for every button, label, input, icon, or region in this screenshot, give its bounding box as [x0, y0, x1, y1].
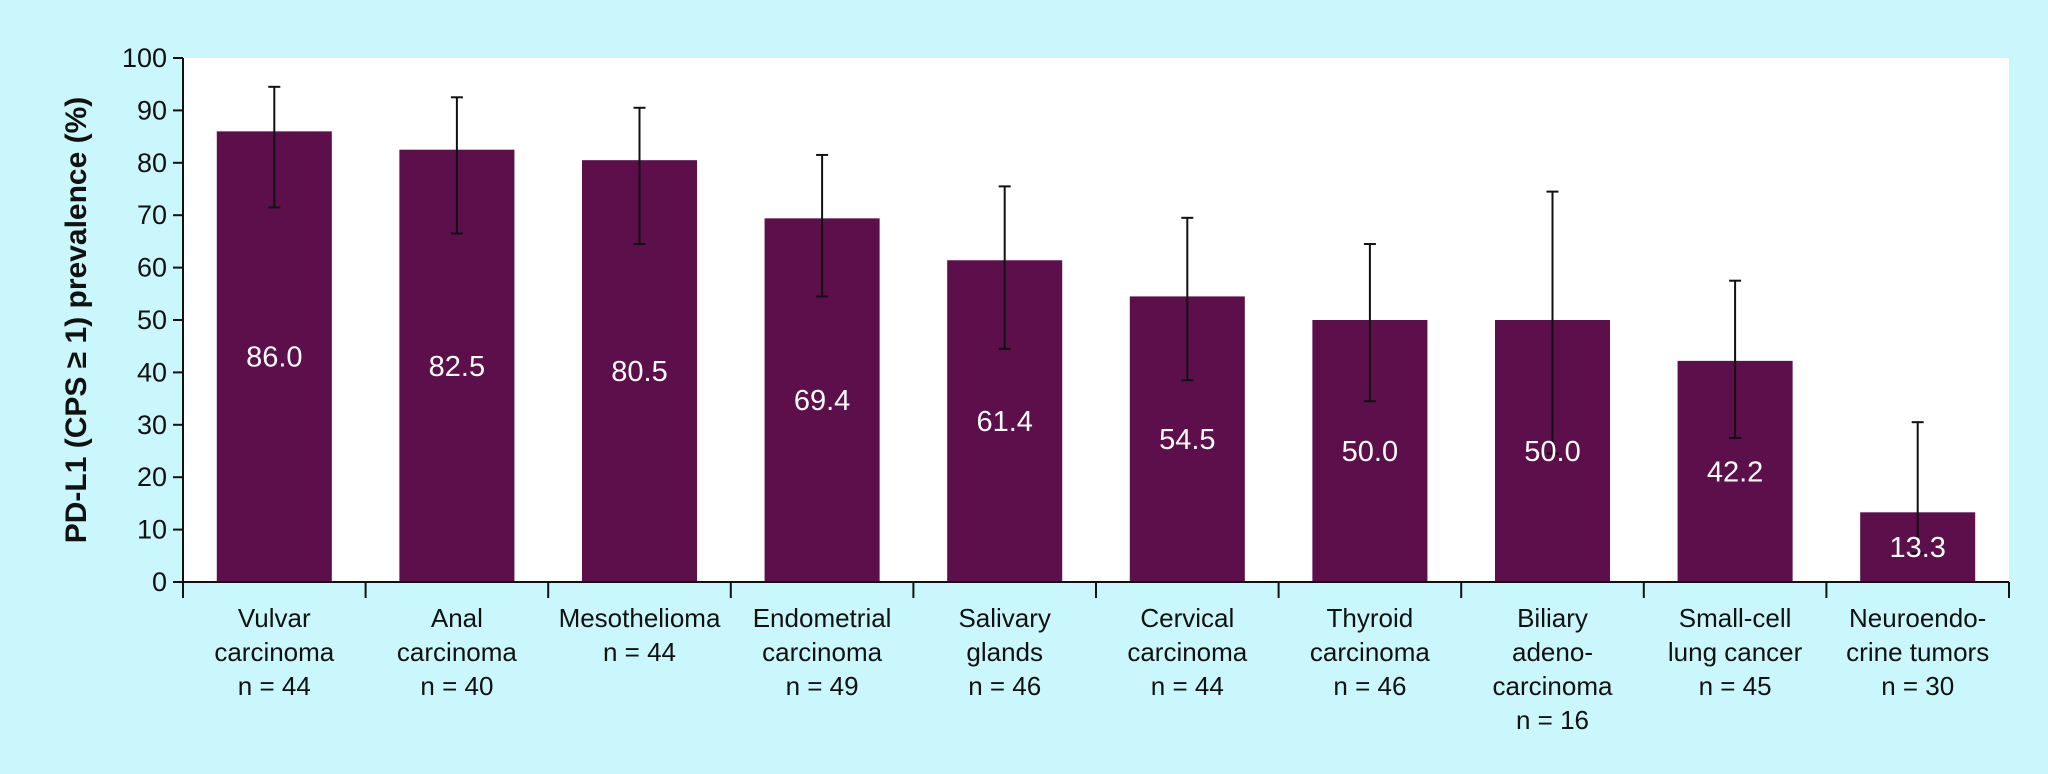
category-label-line: Mesothelioma [559, 603, 721, 633]
category-label-line: n = 16 [1516, 705, 1589, 735]
category-label-line: Anal [431, 603, 483, 633]
category-label-line: adeno- [1512, 637, 1593, 667]
y-tick-label: 50 [137, 305, 167, 335]
category-label-line: Endometrial [753, 603, 892, 633]
category-label-line: Vulvar [238, 603, 311, 633]
category-label-line: n = 44 [1151, 671, 1224, 701]
category-label-line: glands [966, 637, 1043, 667]
category-label-line: n = 46 [968, 671, 1041, 701]
data-label: 69.4 [794, 385, 850, 417]
category-label-line: carcinoma [1127, 637, 1247, 667]
y-tick-label: 80 [137, 148, 167, 178]
y-tick-label: 40 [137, 357, 167, 387]
category-label-line: n = 40 [420, 671, 493, 701]
data-label: 80.5 [611, 356, 667, 388]
data-label: 50.0 [1342, 436, 1398, 468]
category-label-line: n = 49 [786, 671, 859, 701]
y-ticks-group: 0 10 20 30 40 50 60 70 80 90 100 [122, 43, 183, 597]
category-label-line: n = 44 [603, 637, 676, 667]
category-label-line: Cervical [1140, 603, 1234, 633]
y-tick-label: 60 [137, 253, 167, 283]
y-axis-title: PD-L1 (CPS ≥ 1) prevalence (%) [60, 97, 93, 544]
category-label-line: n = 44 [238, 671, 311, 701]
y-tick-label: 10 [137, 515, 167, 545]
category-label-line: crine tumors [1846, 637, 1989, 667]
category-label-line: carcinoma [1310, 637, 1430, 667]
data-label: 61.4 [976, 406, 1032, 438]
data-label: 86.0 [246, 342, 302, 374]
category-label-line: carcinoma [214, 637, 334, 667]
category-label-line: carcinoma [762, 637, 882, 667]
y-tick-label: 0 [152, 567, 167, 597]
x-ticks-group [182, 582, 2010, 598]
y-tick-label: 70 [137, 200, 167, 230]
category-label-line: Thyroid [1327, 603, 1414, 633]
category-labels-group: Vulvar carcinoma n = 44 Anal carcinoma n = 40… [214, 603, 1989, 735]
data-labels-group: 86.0 82.5 80.5 69.4 61.4 54.5 50.0 50.0 42.2 13.3 [246, 342, 1946, 564]
category-label-line: Small-cell [1679, 603, 1792, 633]
data-label: 82.5 [429, 351, 485, 383]
category-label-line: Salivary [958, 603, 1050, 633]
y-tick-label: 100 [122, 43, 167, 73]
data-label: 42.2 [1707, 456, 1763, 488]
data-label: 50.0 [1524, 436, 1580, 468]
category-label-line: Biliary [1517, 603, 1588, 633]
category-label-line: n = 46 [1333, 671, 1406, 701]
y-tick-label: 30 [137, 410, 167, 440]
category-label-line: carcinoma [397, 637, 517, 667]
data-label: 13.3 [1889, 532, 1945, 564]
y-tick-label: 90 [137, 95, 167, 125]
category-label-line: n = 45 [1699, 671, 1772, 701]
category-label-line: n = 30 [1881, 671, 1954, 701]
category-label-line: carcinoma [1493, 671, 1613, 701]
category-label-line: lung cancer [1668, 637, 1803, 667]
data-label: 54.5 [1159, 424, 1215, 456]
category-label-line: Neuroendo- [1849, 603, 1986, 633]
error-bars-group [268, 85, 1924, 555]
y-tick-label: 20 [137, 462, 167, 492]
